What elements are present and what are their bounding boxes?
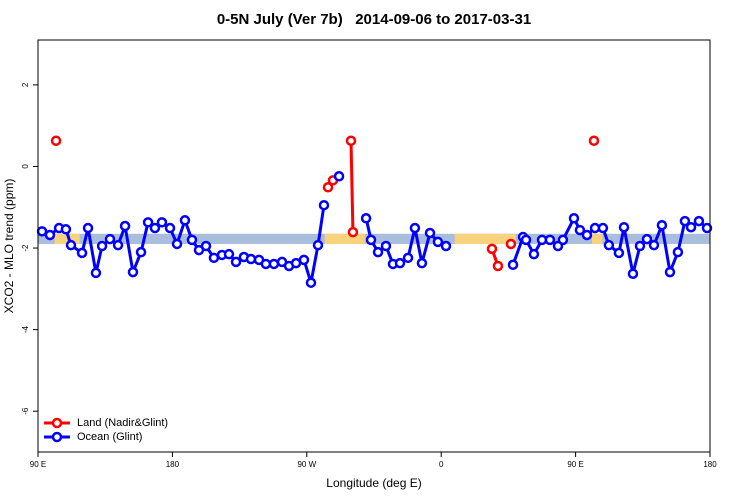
x-tick-label: 0 [439,460,444,469]
point [186,234,198,246]
point [581,229,593,241]
x-tick-label: 180 [166,460,180,469]
point [424,227,436,239]
point [318,199,330,211]
point [486,243,498,255]
point [648,239,660,251]
point [322,182,334,193]
point [679,215,691,227]
point [627,268,639,279]
y-tick-label: -2 [21,244,30,252]
point [164,222,176,234]
point [372,246,384,258]
point [634,240,646,252]
point [112,239,124,251]
point [492,260,504,272]
point [208,252,220,264]
land-band [324,233,366,244]
point [641,233,653,245]
point [142,217,154,228]
point [104,233,116,245]
point [520,234,532,246]
point [171,238,183,250]
point [505,238,517,250]
point [544,234,556,246]
point [268,258,280,270]
point [96,240,108,252]
point [409,222,421,234]
point [380,240,392,252]
point [557,234,569,246]
point [507,259,519,271]
chart-title: 0-5N July (Ver 7b) 2014-09-06 to 2017-03… [217,11,531,28]
point [305,277,317,288]
x-tick-label: 90 W [297,460,316,469]
point [119,220,131,232]
land-band [592,233,603,244]
point [360,213,372,224]
point [365,234,377,246]
point [65,239,77,251]
x-tick-label: 90 E [30,460,46,469]
point [50,135,62,147]
point [664,266,676,278]
point [135,246,147,258]
point [402,252,414,264]
point [588,135,600,147]
y-axis-label: XCO2 - MLO trend (ppm) [2,179,16,314]
y-tick-label: 2 [21,82,30,87]
point [156,217,168,228]
point [333,170,345,182]
legend-label: Ocean (Glint) [77,431,142,443]
x-tick-label: 90 E [567,460,583,469]
point [82,222,94,234]
point [574,224,586,236]
point [127,266,139,278]
point [223,248,235,260]
y-tick-label: 0 [21,164,30,169]
point [149,222,161,234]
point [347,226,359,238]
point [685,221,697,233]
point [568,213,580,224]
point [432,236,444,248]
x-tick-label: 180 [703,460,717,469]
plot-frame [37,39,711,453]
point [701,222,713,234]
point [394,257,406,269]
point [245,253,257,265]
point [440,240,452,252]
legend-marker [51,431,63,443]
point [312,239,324,251]
point [416,257,428,269]
point [618,221,630,233]
legend-marker [51,417,63,429]
point [230,256,242,268]
point [44,229,56,241]
y-tick-label: -4 [21,326,30,334]
point [200,240,212,252]
point [528,248,540,260]
point [597,222,609,234]
point [603,239,615,251]
point [179,215,191,226]
y-tick-label: -6 [21,407,30,415]
point [656,219,668,231]
legend-label: Land (Nadir&Glint) [77,417,168,429]
point [613,247,625,259]
land-band [54,233,80,244]
point [672,246,684,258]
x-axis-label: Longitude (deg E) [326,476,421,490]
point [60,224,72,235]
point [345,135,357,147]
point [693,215,705,227]
point [298,254,310,266]
point [260,258,272,270]
point [76,247,88,259]
land-band [454,233,516,244]
point [90,267,102,279]
